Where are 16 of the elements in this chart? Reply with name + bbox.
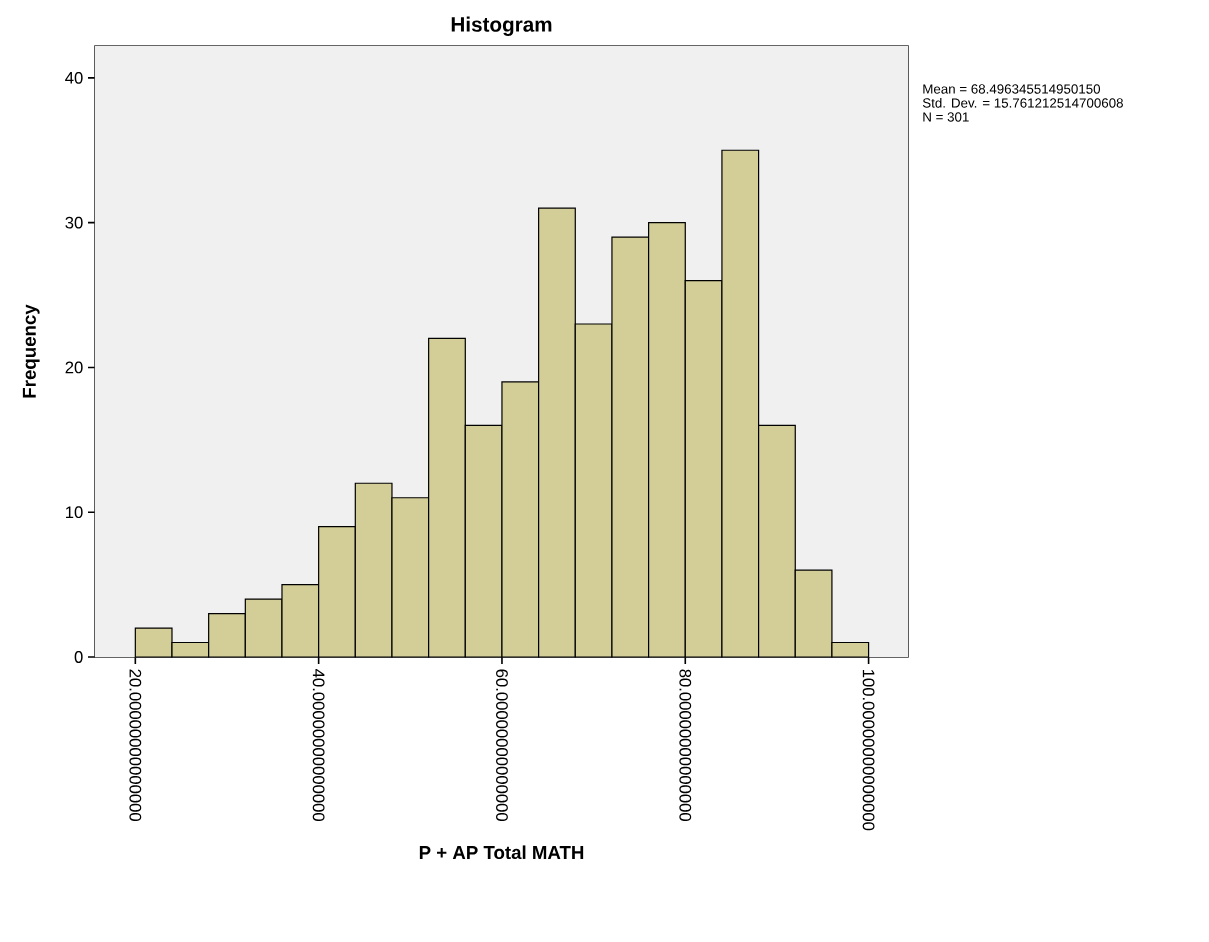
- y-tick-label: 30: [65, 216, 83, 229]
- x-axis-title: P + AP Total MATH: [419, 845, 584, 860]
- chart-title: Histogram: [451, 16, 552, 36]
- x-tick-label: 60.00000000000000: [496, 669, 508, 821]
- y-tick-label: 10: [66, 506, 83, 519]
- text: Mean = 68.496345514950150: [923, 84, 1101, 94]
- y-tick-label: 0: [74, 651, 83, 663]
- x-tick-label: 100.00000000000000: [862, 669, 875, 831]
- y-tick-label: 40: [65, 71, 83, 84]
- text: Std. Dev. = 15.761212514700608: [922, 97, 1123, 108]
- x-tick-label: 40.00000000000000: [312, 669, 325, 821]
- y-tick-label: 20: [65, 361, 83, 374]
- text: N = 301: [923, 112, 969, 122]
- x-tick-label: 20.00000000000000: [129, 669, 142, 821]
- x-tick-label: 80.00000000000000: [679, 669, 692, 821]
- y-axis-title: Frequency: [22, 304, 40, 398]
